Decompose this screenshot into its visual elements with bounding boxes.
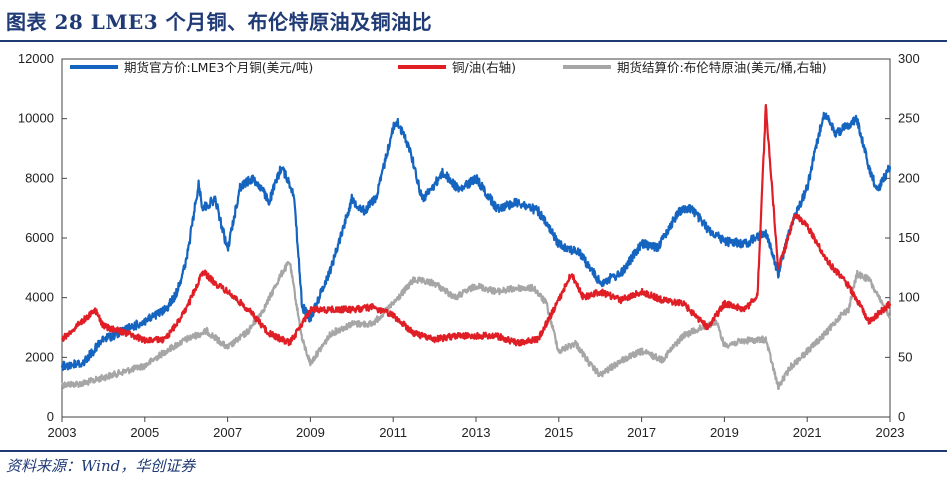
- legend-label: 期货官方价:LME3个月铜(美元/吨): [124, 60, 313, 75]
- chart-title: 图表 28 LME3 个月铜、布伦特原油及铜油比: [6, 10, 433, 34]
- y-left-tick-label: 4000: [25, 290, 54, 305]
- y-right-tick-label: 0: [898, 409, 905, 424]
- y-left-tick-label: 6000: [25, 230, 54, 245]
- chart-canvas: 0 2000 4000 6000 8000 10000 12000 0 50 100 150 200 2…: [18, 51, 920, 440]
- title-divider: [0, 40, 947, 42]
- y-right-tick-label: 300: [898, 51, 920, 66]
- x-tick-label: 2015: [544, 425, 573, 440]
- x-tick-label: 2013: [462, 425, 491, 440]
- legend: 期货官方价:LME3个月铜(美元/吨) 铜/油(右轴) 期货结算价:布伦特原油(美元…: [70, 60, 827, 75]
- axis-layer: 0 2000 4000 6000 8000 10000 12000 0 50 100 150 200 2…: [18, 51, 920, 440]
- y-right-tick-label: 50: [898, 349, 912, 364]
- y-right-tick-label: 250: [898, 111, 920, 126]
- footer-divider: [0, 450, 947, 452]
- source-note: 资料来源：Wind，华创证券: [6, 457, 196, 475]
- x-tick-label: 2009: [296, 425, 325, 440]
- x-tick-label: 2005: [130, 425, 159, 440]
- y-right-tick-label: 150: [898, 230, 920, 245]
- x-tick-label: 2021: [793, 425, 822, 440]
- y-left-tick-label: 2000: [25, 349, 54, 364]
- y-right-tick-label: 200: [898, 170, 920, 185]
- x-tick-label: 2003: [48, 425, 77, 440]
- legend-label: 铜/油(右轴): [452, 60, 516, 75]
- x-tick-label: 2007: [213, 425, 242, 440]
- series-layer: [60, 103, 892, 390]
- x-tick-label: 2019: [710, 425, 739, 440]
- y-right-tick-label: 100: [898, 290, 920, 305]
- legend-label: 期货结算价:布伦特原油(美元/桶,右轴): [617, 60, 827, 75]
- y-left-tick-label: 12000: [18, 51, 54, 66]
- title-bar: 图表 28 LME3 个月铜、布伦特原油及铜油比: [0, 0, 947, 40]
- series-line-2: [60, 260, 891, 390]
- series-line-0: [60, 111, 892, 371]
- y-left-tick-label: 0: [47, 409, 54, 424]
- y-left-tick-label: 8000: [25, 170, 54, 185]
- x-tick-label: 2011: [379, 425, 407, 440]
- y-left-tick-label: 10000: [18, 111, 54, 126]
- x-tick-label: 2023: [876, 425, 905, 440]
- x-tick-label: 2017: [627, 425, 656, 440]
- series-line-1: [61, 103, 892, 347]
